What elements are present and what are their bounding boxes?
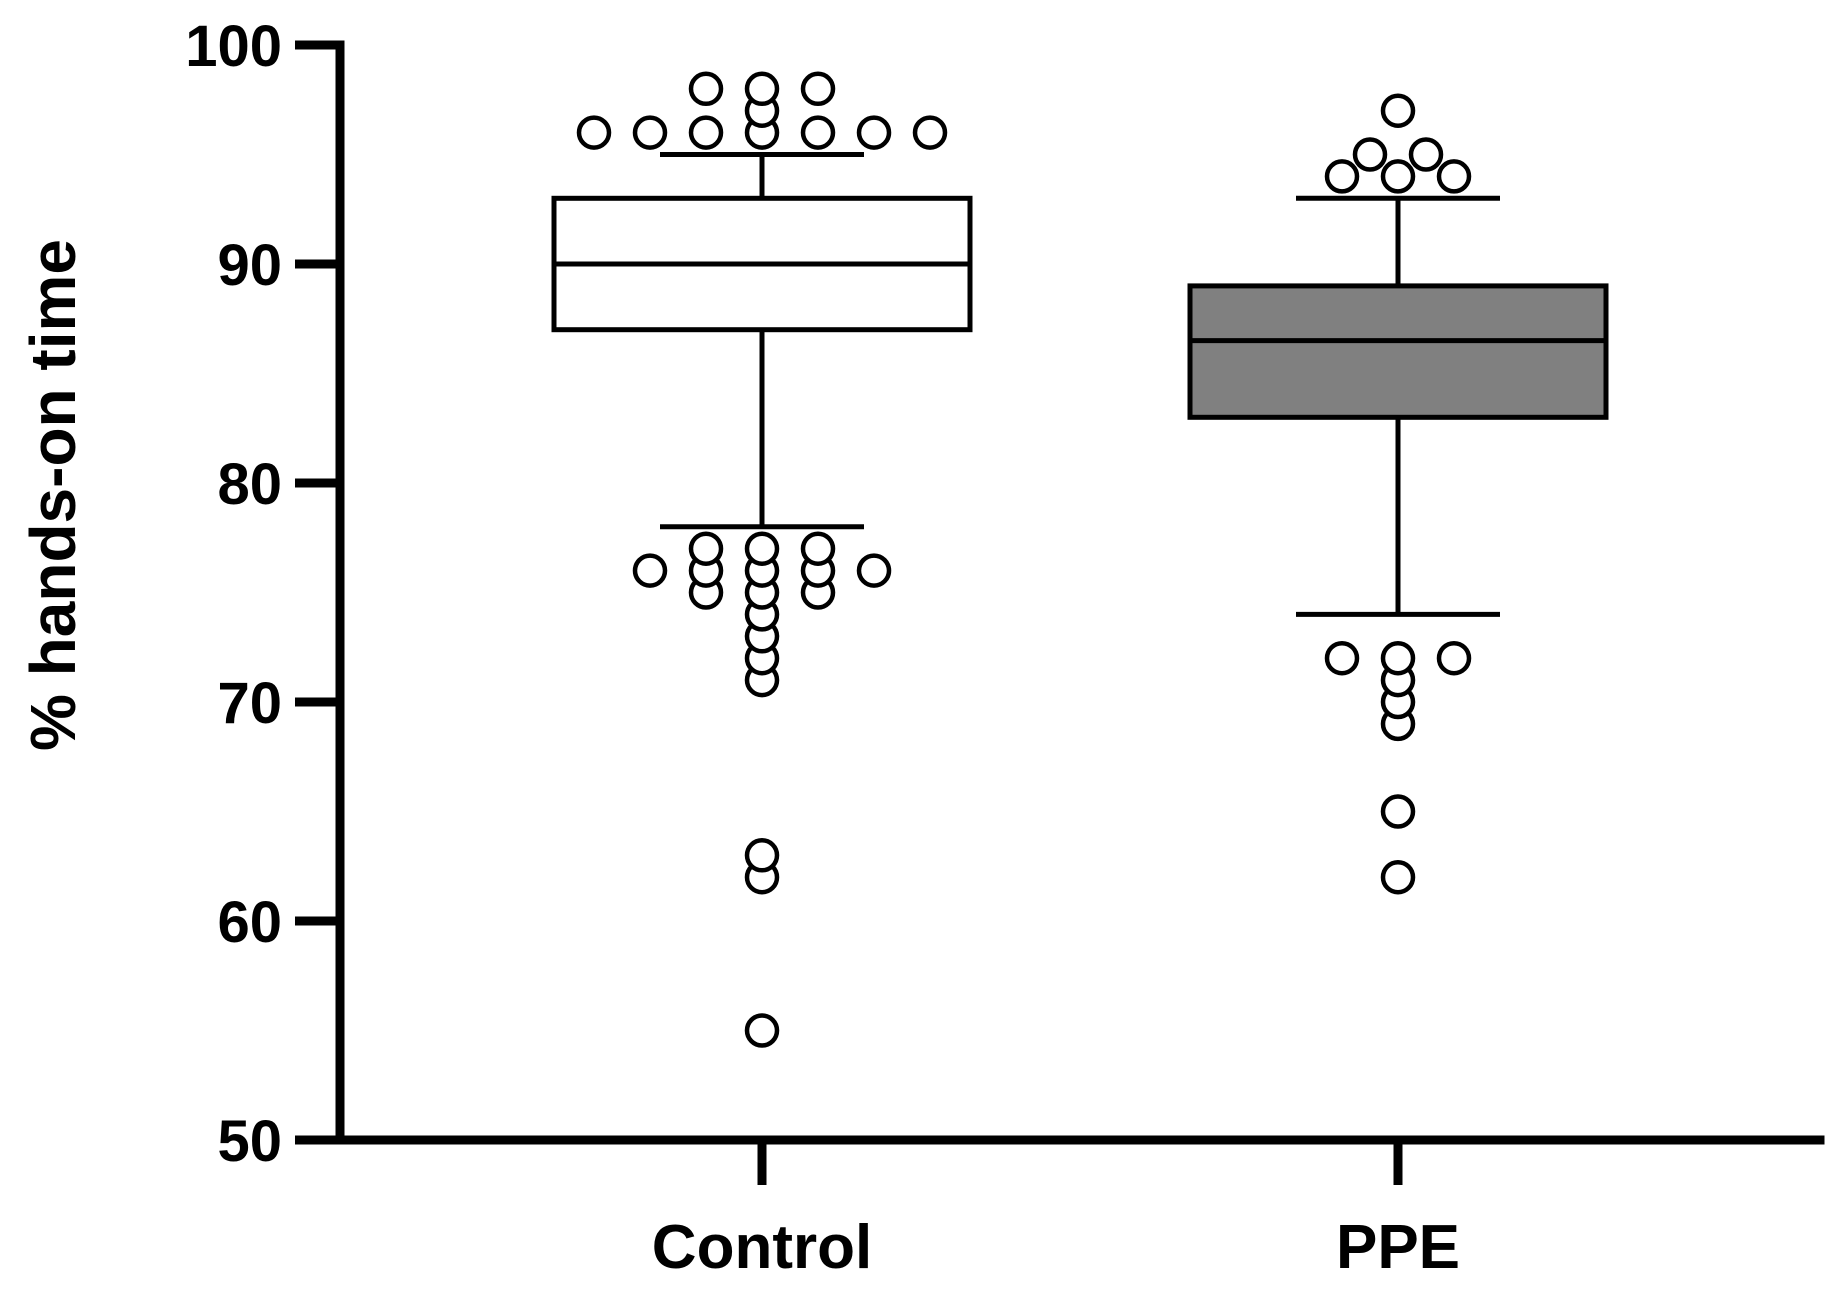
y-tick-label: 90 [217, 233, 282, 298]
outlier-point [1324, 159, 1360, 194]
outlier-point [800, 531, 836, 566]
box-group-ppe [1187, 93, 1609, 895]
outlier-point [1436, 640, 1472, 676]
outlier-point [1380, 859, 1416, 895]
outlier-point [744, 531, 780, 566]
outlier-point [912, 115, 948, 150]
y-tick-label: 70 [217, 671, 282, 736]
y-tick-label: 100 [185, 14, 282, 79]
outlier-point [1436, 159, 1472, 194]
outlier-point [1408, 137, 1444, 172]
x-axis: Control PPE [335, 1135, 1825, 1282]
outlier-point [800, 71, 836, 107]
outlier-point [576, 115, 612, 150]
outlier-point [1380, 794, 1416, 829]
outlier-point [1352, 137, 1388, 172]
y-tick-label: 80 [217, 452, 282, 517]
plot-area [551, 71, 1609, 1048]
outlier-point [856, 115, 892, 150]
iqr-box [1187, 283, 1609, 420]
x-category-label: PPE [1336, 1213, 1460, 1282]
outlier-point [744, 71, 780, 107]
outlier-point [744, 1013, 780, 1048]
outlier-point [1380, 93, 1416, 128]
y-tick-label: 50 [217, 1109, 282, 1174]
outlier-point [800, 115, 836, 150]
outlier-point [1380, 640, 1416, 676]
outlier-point [688, 71, 724, 107]
x-category-label: Control [652, 1213, 872, 1282]
outlier-point [856, 553, 892, 588]
outlier-point [688, 531, 724, 566]
outlier-point [688, 115, 724, 150]
y-axis: 50 60 70 80 90 100 [185, 14, 345, 1174]
y-tick-label: 60 [217, 890, 282, 955]
outlier-point [632, 553, 668, 588]
outlier-point [744, 838, 780, 873]
y-axis-title: % hands-on time [17, 239, 89, 751]
outlier-point [1380, 159, 1416, 194]
outlier-point [1324, 640, 1360, 676]
outlier-point [632, 115, 668, 150]
box-group-control [551, 71, 973, 1048]
